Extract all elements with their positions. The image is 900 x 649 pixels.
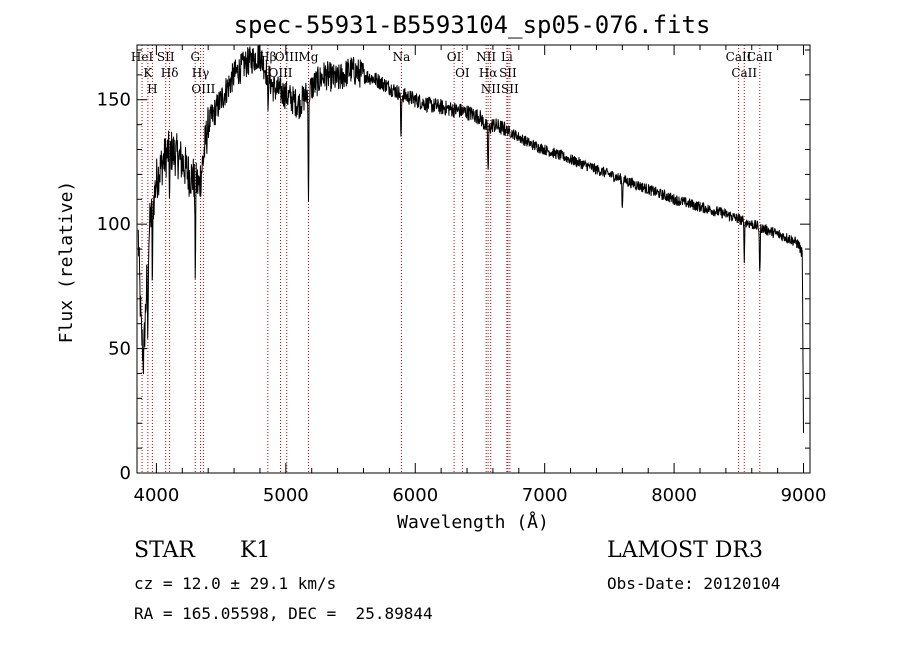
line-label-5: G	[190, 50, 200, 64]
object-class: STAR	[134, 538, 195, 563]
line-label-23: CaII	[747, 50, 773, 64]
obs-date: Obs-Date: 20120104	[607, 574, 781, 593]
line-label-10: OIII	[275, 50, 299, 64]
x-tick-label-1: 5000	[263, 485, 309, 506]
line-label-4: Hδ	[161, 66, 179, 80]
line-label-7: OIII	[191, 82, 215, 96]
line-label-17: NII	[481, 82, 501, 96]
line-label-6: Hγ	[192, 66, 210, 80]
line-label-19: SII	[499, 66, 517, 80]
x-tick-label-2: 6000	[392, 485, 438, 506]
survey-label: LAMOST DR3	[607, 538, 763, 563]
line-label-20: SII	[501, 82, 519, 96]
line-label-11: Mg	[299, 50, 319, 64]
x-tick-label-0: 4000	[134, 485, 180, 506]
line-label-21: CaII	[726, 50, 752, 64]
plot-frame	[136, 44, 811, 474]
line-label-13: OI	[447, 50, 462, 64]
coordinates: RA = 165.05598, DEC = 25.89844	[134, 604, 433, 623]
redshift-text: cz = 12.0 ± 29.1 km/s	[134, 574, 337, 593]
line-label-0: HeI	[131, 50, 154, 64]
object-subclass: K1	[240, 538, 271, 563]
x-axis-label: Wavelength (Å)	[397, 511, 549, 533]
y-axis-label: Flux (relative)	[56, 181, 77, 344]
x-tick-label-3: 7000	[522, 485, 568, 506]
x-tick-label-4: 8000	[651, 485, 697, 506]
y-tick-label-0: 0	[120, 463, 131, 484]
y-tick-label-3: 150	[97, 90, 131, 111]
line-label-14: OI	[455, 66, 470, 80]
line-markers	[141, 45, 761, 473]
chart-title: spec-55931-B5593104_sp05-076.fits	[234, 11, 711, 39]
y-tick-label-1: 50	[108, 339, 131, 360]
line-label-3: SII	[157, 50, 175, 64]
line-label-8: Hβ	[259, 50, 276, 64]
x-tick-label-5: 9000	[781, 485, 827, 506]
line-label-12: Na	[393, 50, 411, 64]
line-label-18: Li	[501, 50, 513, 64]
line-label-15: NII	[476, 50, 496, 64]
spectrum-line	[137, 44, 804, 433]
line-label-1: K	[143, 66, 153, 80]
axis-ticks: 4000 5000 6000 7000 8000 9000 0 50 100 150	[97, 45, 827, 506]
line-label-16: Hα	[479, 66, 498, 80]
line-label-2: H	[147, 82, 157, 96]
line-label-9: OIII	[268, 66, 292, 80]
line-label-22: CaII	[731, 66, 757, 80]
y-tick-label-2: 100	[97, 214, 131, 235]
